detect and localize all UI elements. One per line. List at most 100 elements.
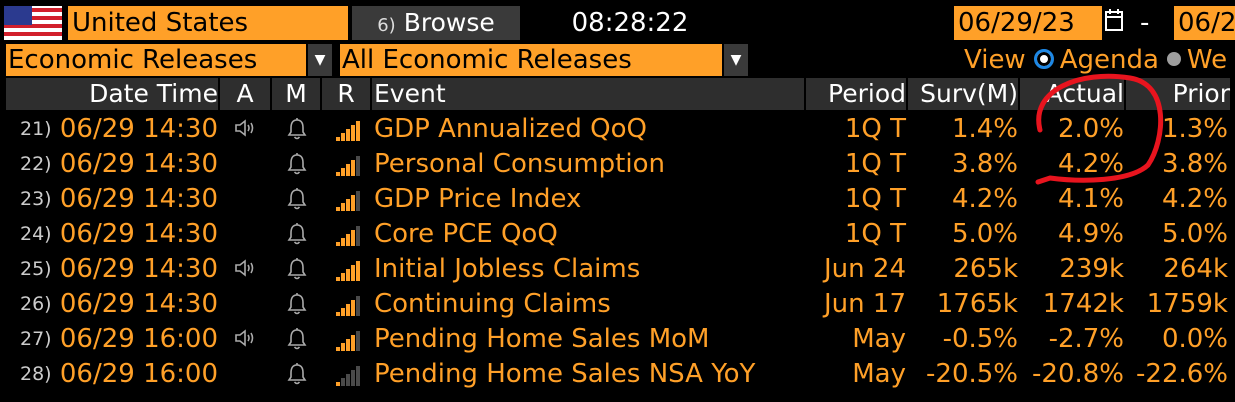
row-datetime: 06/29 14:30 [59, 289, 218, 319]
table-row[interactable]: 28) 06/29 16:00 Pending Home Sales NSA YoY… [6, 357, 1235, 392]
row-event[interactable]: GDP Price Index [374, 184, 582, 214]
browse-button[interactable]: 6) Browse [352, 6, 520, 40]
column-separator [804, 78, 806, 110]
row-prior: 264k [1163, 254, 1228, 284]
speaker-icon[interactable] [234, 259, 256, 277]
row-prior: 4.2% [1161, 184, 1228, 214]
week-radio[interactable] [1166, 51, 1181, 66]
row-prior: 0.0% [1161, 324, 1228, 354]
row-survey: 5.0% [951, 219, 1018, 249]
row-datetime: 06/29 14:30 [59, 254, 218, 284]
table-row[interactable]: 26) 06/29 14:30 Continuing Claims Jun 17 176… [6, 287, 1235, 322]
column-header[interactable]: Event [372, 78, 806, 110]
us-flag-icon [4, 6, 62, 40]
subcategory-select[interactable]: All Economic Releases ▼ [340, 44, 748, 76]
column-header[interactable]: A [220, 78, 270, 110]
signal-bars-icon [336, 294, 362, 316]
table-row[interactable]: 25) 06/29 14:30 Initial Jobless Claims Jun … [6, 252, 1235, 287]
bell-icon[interactable] [286, 152, 308, 176]
row-index[interactable]: 27) [20, 328, 52, 350]
signal-bars-icon [336, 224, 362, 246]
week-label[interactable]: We [1186, 45, 1228, 75]
row-event[interactable]: Pending Home Sales NSA YoY [374, 359, 756, 389]
column-separator [1018, 78, 1020, 110]
bell-icon[interactable] [286, 257, 308, 281]
bell-icon[interactable] [286, 327, 308, 351]
column-header[interactable]: Surv(M) [908, 78, 1018, 110]
row-period: May [852, 359, 906, 389]
speaker-icon[interactable] [234, 329, 256, 347]
start-date-field[interactable]: 06/29/23 [954, 6, 1102, 40]
chevron-down-icon[interactable]: ▼ [724, 44, 748, 76]
row-index[interactable]: 28) [20, 363, 52, 385]
row-datetime: 06/29 14:30 [59, 114, 218, 144]
signal-bars-icon [336, 259, 362, 281]
row-event[interactable]: GDP Annualized QoQ [374, 114, 647, 144]
row-survey: 3.8% [951, 149, 1018, 179]
table-row[interactable]: 24) 06/29 14:30 Core PCE QoQ 1Q T 5.0% 4.9% 5.… [6, 217, 1235, 252]
row-period: 1Q T [844, 184, 906, 214]
row-event[interactable]: Personal Consumption [374, 149, 665, 179]
clock: 08:28:22 [571, 8, 689, 38]
column-header[interactable]: Date Time [6, 78, 218, 110]
browse-label: Browse [403, 8, 495, 37]
row-prior: 5.0% [1161, 219, 1228, 249]
signal-bars-icon [336, 364, 362, 386]
row-period: Jun 24 [824, 254, 906, 284]
bell-icon[interactable] [286, 292, 308, 316]
agenda-label[interactable]: Agenda [1059, 45, 1159, 75]
row-period: May [852, 324, 906, 354]
row-actual: 1742k [1042, 289, 1124, 319]
row-event[interactable]: Initial Jobless Claims [374, 254, 641, 284]
bell-icon[interactable] [286, 187, 308, 211]
country-field[interactable]: United States [68, 6, 348, 40]
table-row[interactable]: 23) 06/29 14:30 GDP Price Index 1Q T 4.2% 4.1… [6, 182, 1235, 217]
row-index[interactable]: 25) [20, 258, 52, 280]
row-event[interactable]: Continuing Claims [374, 289, 611, 319]
row-index[interactable]: 24) [20, 223, 52, 245]
row-index[interactable]: 23) [20, 188, 52, 210]
category-select-value: Economic Releases [6, 44, 306, 76]
row-index[interactable]: 22) [20, 153, 52, 175]
row-period: 1Q T [844, 219, 906, 249]
row-actual: 2.0% [1057, 114, 1124, 144]
column-header[interactable]: Prior [1126, 78, 1230, 110]
row-datetime: 06/29 14:30 [59, 184, 218, 214]
signal-bars-icon [336, 119, 362, 141]
speaker-icon[interactable] [234, 119, 256, 137]
row-survey: 1765k [936, 289, 1018, 319]
table-row[interactable]: 22) 06/29 14:30 Personal Consumption 1Q T 3.… [6, 147, 1235, 182]
calendar-icon[interactable] [1104, 8, 1126, 36]
table-row[interactable]: 21) 06/29 14:30 GDP Annualized QoQ 1Q T 1.4%… [6, 112, 1235, 147]
column-header[interactable]: Period [806, 78, 906, 110]
row-survey: -20.5% [926, 359, 1018, 389]
row-datetime: 06/29 14:30 [59, 219, 218, 249]
row-index[interactable]: 26) [20, 293, 52, 315]
end-date-field[interactable]: 06/2 [1174, 6, 1235, 40]
row-prior: 1.3% [1161, 114, 1228, 144]
row-index[interactable]: 21) [20, 118, 52, 140]
column-header[interactable]: M [272, 78, 320, 110]
column-header[interactable]: R [322, 78, 370, 110]
row-actual: 4.1% [1057, 184, 1124, 214]
row-actual: -20.8% [1032, 359, 1124, 389]
row-prior: 1759k [1146, 289, 1228, 319]
bell-icon[interactable] [286, 117, 308, 141]
table-row[interactable]: 27) 06/29 16:00 Pending Home Sales MoM May -… [6, 322, 1235, 357]
row-period: Jun 17 [824, 289, 906, 319]
category-select[interactable]: Economic Releases ▼ [6, 44, 332, 76]
row-event[interactable]: Pending Home Sales MoM [374, 324, 710, 354]
bell-icon[interactable] [286, 362, 308, 386]
column-separator [218, 78, 220, 110]
column-header[interactable]: Actual [1020, 78, 1124, 110]
row-datetime: 06/29 16:00 [59, 324, 218, 354]
row-actual: 4.2% [1057, 149, 1124, 179]
chevron-down-icon[interactable]: ▼ [308, 44, 332, 76]
signal-bars-icon [336, 154, 362, 176]
agenda-radio[interactable] [1033, 48, 1054, 69]
bell-icon[interactable] [286, 222, 308, 246]
row-prior: -22.6% [1136, 359, 1228, 389]
row-event[interactable]: Core PCE QoQ [374, 219, 558, 249]
row-survey: 4.2% [951, 184, 1018, 214]
signal-bars-icon [336, 329, 362, 351]
